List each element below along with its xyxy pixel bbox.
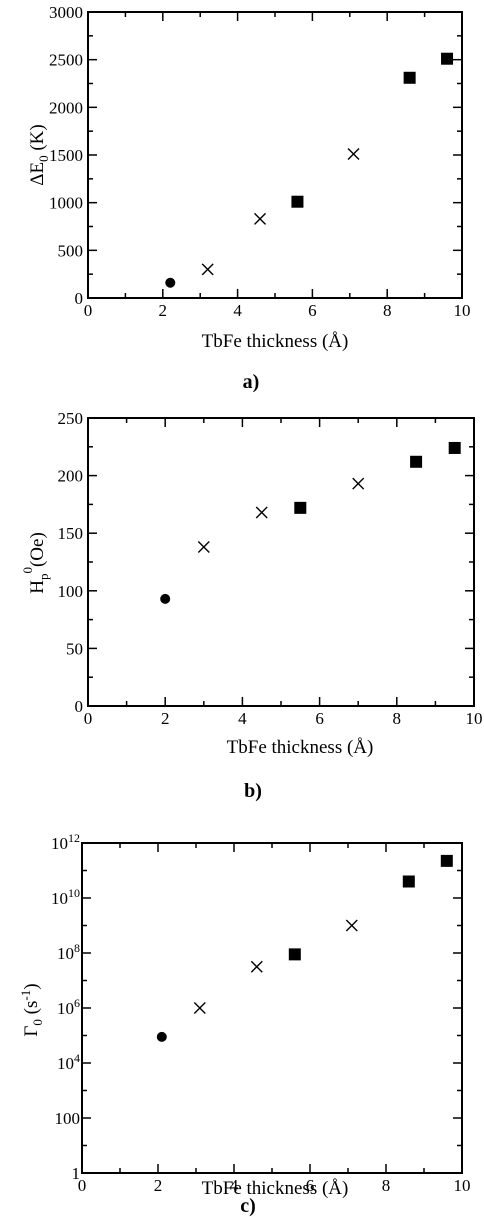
panel-b-y-tick-label: 50 <box>66 639 83 658</box>
panel-a-x-tick-label: 6 <box>308 301 317 320</box>
panel-a-square-point <box>441 53 453 65</box>
panel-b-x-tick-label: 6 <box>315 709 324 728</box>
panel-c-y-tick-label: 1 <box>72 1164 81 1183</box>
panel-a-y-tick-label: 1000 <box>49 194 83 213</box>
panel-c-y-tick-label: 106 <box>57 996 80 1018</box>
panel-a-x-tick-label: 4 <box>233 301 242 320</box>
panel-b-y-tick-label: 0 <box>75 697 84 716</box>
panel-b-label: b) <box>244 780 262 802</box>
panel-c-y-tick-label: 1012 <box>51 831 80 853</box>
panel-c-x-axis-title: TbFe thickness (Å) <box>202 1178 349 1199</box>
panel-a-y-tick-label: 2000 <box>49 98 83 117</box>
panel-c-cross-point <box>194 1003 205 1014</box>
panel-a-y-tick-label: 500 <box>58 241 84 260</box>
panel-a-x-tick-label: 10 <box>454 301 471 320</box>
panel-a-y-axis-title: ΔE0 (K) <box>27 124 51 185</box>
panel-c-square-point <box>289 948 301 960</box>
panel-b-marks <box>160 442 461 604</box>
panel-b-x-tick-label: 10 <box>466 709 483 728</box>
panel-a-y-tick-label: 3000 <box>49 3 83 22</box>
panel-b-cross-point <box>198 542 209 553</box>
panel-b-y-tick-label: 100 <box>58 582 84 601</box>
panel-c-y-tick-label: 108 <box>57 941 80 963</box>
panel-a-x-axis-title: TbFe thickness (Å) <box>202 331 349 352</box>
panel-c-cross-point <box>251 961 262 972</box>
panel-b-cross-point <box>353 478 364 489</box>
panel-a-y-tick-label: 1500 <box>49 146 83 165</box>
panel-c-y-tick-label: 100 <box>55 1109 81 1128</box>
panel-c-marks <box>157 855 453 1042</box>
panel-a-cross-point <box>348 149 359 160</box>
panel-a-x-tick-label: 2 <box>159 301 168 320</box>
panel-b-y-axis-title: Hp0(Oe) <box>20 532 51 594</box>
panel-b-square-point <box>449 442 461 454</box>
panel-b-y-tick-label: 150 <box>58 524 84 543</box>
panel-b-cross-point <box>256 507 267 518</box>
panel-a-x-tick-label: 0 <box>84 301 93 320</box>
panel-c-square-point <box>441 855 453 867</box>
panel-b-x-axis-title: TbFe thickness (Å) <box>227 737 374 758</box>
panel-b-square-point <box>294 502 306 514</box>
panel-b-y-tick-label: 250 <box>58 409 84 428</box>
panel-a-circle-point <box>165 278 175 288</box>
panel-b-square-point <box>410 456 422 468</box>
panel-a-marks <box>165 53 453 288</box>
panel-c-label: c) <box>240 1195 256 1217</box>
panel-c-x-tick-label: 8 <box>382 1176 391 1195</box>
panel-c-y-tick-label: 1010 <box>51 886 80 908</box>
panel-b-x-tick-label: 0 <box>84 709 93 728</box>
panel-c-square-point <box>403 876 415 888</box>
panel-b-circle-point <box>160 594 170 604</box>
panel-b-x-tick-label: 8 <box>393 709 402 728</box>
panel-a-square-point <box>404 72 416 84</box>
panel-b-x-tick-label: 4 <box>238 709 247 728</box>
panel-a-ticks: 0 2 4 6 8 10 0 500 1000 1500 2000 2500 3000 <box>49 3 471 320</box>
panel-b-x-tick-label: 2 <box>161 709 170 728</box>
panel-a-plot-frame <box>88 12 462 298</box>
panel-a-square-point <box>291 196 303 208</box>
panel-c-x-tick-label: 2 <box>154 1176 163 1195</box>
panel-c-y-tick-label: 104 <box>57 1051 80 1073</box>
panel-b-y-tick-label: 200 <box>58 467 84 486</box>
panel-c-y-axis-title: Γ0 (s-1) <box>18 983 45 1036</box>
panel-a-cross-point <box>255 213 266 224</box>
panel-c-circle-point <box>157 1032 167 1042</box>
panel-a-x-tick-label: 8 <box>383 301 392 320</box>
panel-a-y-tick-label: 2500 <box>49 51 83 70</box>
panel-c-x-tick-label: 10 <box>454 1176 471 1195</box>
panel-a-label: a) <box>243 371 260 393</box>
panel-a-cross-point <box>202 264 213 275</box>
panel-a-y-tick-label: 0 <box>75 289 84 308</box>
panel-c-cross-point <box>346 920 357 931</box>
panel-c-plot-frame <box>82 843 462 1173</box>
panel-a: 0 2 4 6 8 10 0 500 1000 1500 2000 2500 3000 TbFe thi… <box>27 3 471 393</box>
